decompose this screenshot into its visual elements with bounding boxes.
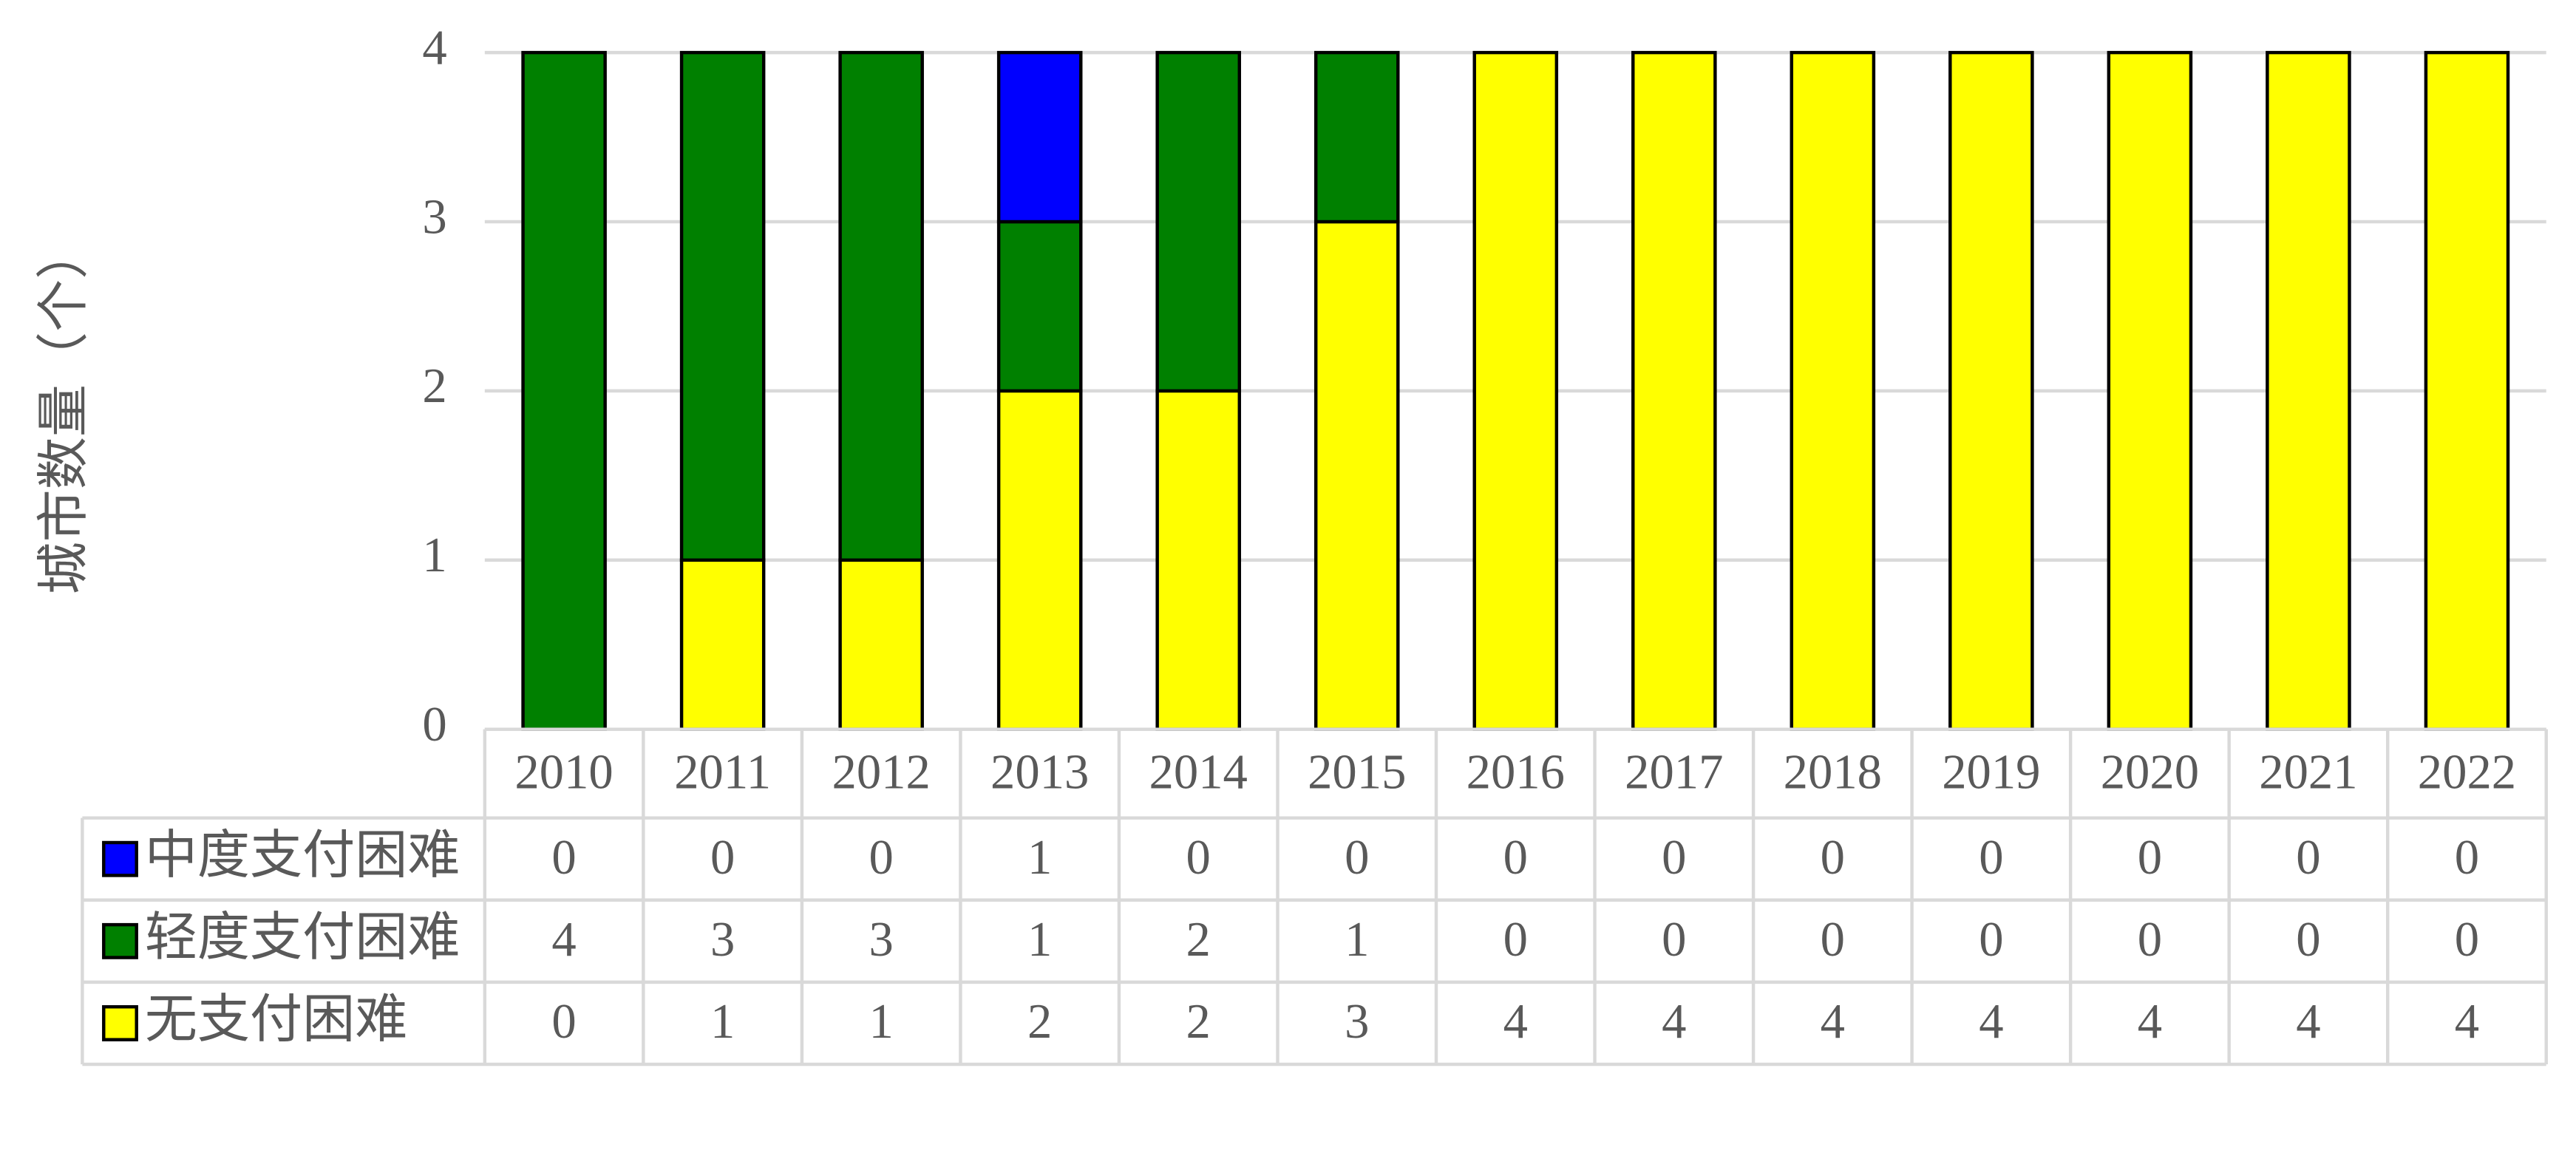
table-value: 0 xyxy=(710,831,735,885)
bar-segment xyxy=(679,50,766,562)
table-value: 1 xyxy=(710,995,735,1049)
table-value: 0 xyxy=(551,995,576,1049)
x-tick-label: 2013 xyxy=(990,745,1089,799)
legend-key xyxy=(102,922,138,959)
x-tick-label: 2019 xyxy=(1942,745,2040,799)
y-axis-label: 城市数量（个） xyxy=(35,227,93,595)
table-value: 4 xyxy=(2296,995,2320,1049)
x-tick-label: 2018 xyxy=(1784,745,1882,799)
y-tick-label: 4 xyxy=(422,21,446,75)
table-value: 0 xyxy=(1979,913,2003,967)
table-value: 1 xyxy=(1027,913,1052,967)
table-value: 0 xyxy=(551,831,576,885)
table-value: 4 xyxy=(1662,995,1686,1049)
table-value: 2 xyxy=(1027,995,1052,1049)
legend-key xyxy=(102,1005,138,1041)
table-value: 1 xyxy=(1027,831,1052,885)
table-value: 2 xyxy=(1186,913,1211,967)
bar-segment xyxy=(1314,50,1400,224)
table-value: 0 xyxy=(2138,913,2162,967)
legend-label: 轻度支付困难 xyxy=(145,909,461,967)
y-tick-label: 2 xyxy=(422,359,446,413)
table-value: 0 xyxy=(869,831,893,885)
bar-segment xyxy=(2266,50,2351,731)
bar-segment xyxy=(521,50,607,731)
bar-segment xyxy=(996,389,1083,731)
table-value: 0 xyxy=(1186,831,1211,885)
x-tick-label: 2016 xyxy=(1467,745,1565,799)
table-value: 0 xyxy=(1503,831,1528,885)
bar-segment xyxy=(996,220,1083,393)
bar-segment xyxy=(1314,220,1400,731)
table-value: 3 xyxy=(710,913,735,967)
table-value: 0 xyxy=(1821,831,1845,885)
table-value: 4 xyxy=(1821,995,1845,1049)
table-value: 0 xyxy=(1821,913,1845,967)
table-value: 1 xyxy=(1345,913,1369,967)
x-tick-label: 2022 xyxy=(2418,745,2516,799)
x-tick-label: 2015 xyxy=(1308,745,1406,799)
x-tick-label: 2021 xyxy=(2259,745,2357,799)
table-value: 4 xyxy=(1979,995,2003,1049)
bar-segment xyxy=(679,558,766,731)
table-value: 0 xyxy=(1345,831,1369,885)
table-value: 4 xyxy=(551,913,576,967)
x-tick-label: 2014 xyxy=(1149,745,1248,799)
bar-segment xyxy=(2107,50,2193,731)
table-value: 0 xyxy=(1662,831,1686,885)
bar-segment xyxy=(1472,50,1559,731)
table-value: 3 xyxy=(869,913,893,967)
bar-segment xyxy=(838,50,924,562)
bar-segment xyxy=(2424,50,2510,731)
table-value: 4 xyxy=(2455,995,2479,1049)
table-value: 0 xyxy=(1503,913,1528,967)
table-value: 1 xyxy=(869,995,893,1049)
y-tick-label: 0 xyxy=(422,698,446,752)
legend-key xyxy=(102,840,138,877)
table-value: 0 xyxy=(2138,831,2162,885)
table-value: 3 xyxy=(1345,995,1369,1049)
table-value: 2 xyxy=(1186,995,1211,1049)
bar-segment xyxy=(1155,50,1241,393)
bar-segment xyxy=(1631,50,1717,731)
legend-label: 无支付困难 xyxy=(145,991,408,1049)
bar-segment xyxy=(1790,50,1876,731)
table-value: 0 xyxy=(2296,913,2320,967)
bar-segment xyxy=(996,50,1083,224)
table-value: 0 xyxy=(2455,913,2479,967)
table-value: 0 xyxy=(2455,831,2479,885)
bar-segment xyxy=(1155,389,1241,731)
y-tick-label: 3 xyxy=(422,190,446,244)
table-value: 0 xyxy=(1979,831,2003,885)
table-value: 0 xyxy=(1662,913,1686,967)
table-value: 4 xyxy=(1503,995,1528,1049)
y-tick-label: 1 xyxy=(422,528,446,582)
legend-label: 中度支付困难 xyxy=(145,827,461,885)
bar-segment xyxy=(1948,50,2034,731)
x-tick-label: 2017 xyxy=(1625,745,1723,799)
x-tick-label: 2012 xyxy=(832,745,931,799)
table-value: 0 xyxy=(2296,831,2320,885)
x-tick-label: 2020 xyxy=(2101,745,2199,799)
x-tick-label: 2010 xyxy=(514,745,613,799)
x-tick-label: 2011 xyxy=(674,745,771,799)
bar-segment xyxy=(838,558,924,731)
table-value: 4 xyxy=(2138,995,2162,1049)
